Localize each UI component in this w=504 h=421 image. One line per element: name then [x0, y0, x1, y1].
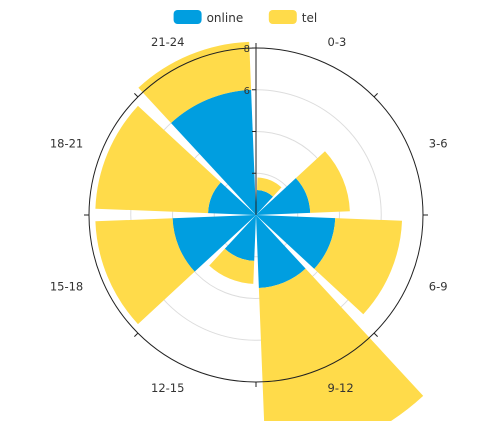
angular-tick — [374, 93, 378, 97]
legend-item-tel[interactable]: tel — [269, 10, 317, 25]
category-label-15-18: 15-18 — [50, 280, 83, 294]
legend[interactable]: online tel — [174, 10, 318, 25]
angular-tick — [374, 333, 378, 337]
bars — [95, 42, 423, 421]
legend-label: tel — [302, 11, 317, 25]
axes: 86 — [84, 43, 428, 387]
angular-tick — [134, 93, 138, 97]
legend-swatch — [174, 10, 202, 24]
category-label-18-21: 18-21 — [50, 136, 83, 150]
legend-label: online — [207, 11, 244, 25]
category-label-6-9: 6-9 — [429, 280, 448, 294]
category-label-9-12: 9-12 — [328, 381, 354, 395]
category-label-12-15: 12-15 — [151, 381, 184, 395]
radial-tick-label: 6 — [244, 86, 250, 97]
angular-tick — [134, 333, 138, 337]
legend-item-online[interactable]: online — [174, 10, 244, 25]
category-label-3-6: 3-6 — [429, 136, 448, 150]
category-label-21-24: 21-24 — [151, 35, 184, 49]
category-label-0-3: 0-3 — [328, 35, 347, 49]
legend-swatch — [269, 10, 297, 24]
radial-tick-label: 8 — [244, 44, 250, 55]
